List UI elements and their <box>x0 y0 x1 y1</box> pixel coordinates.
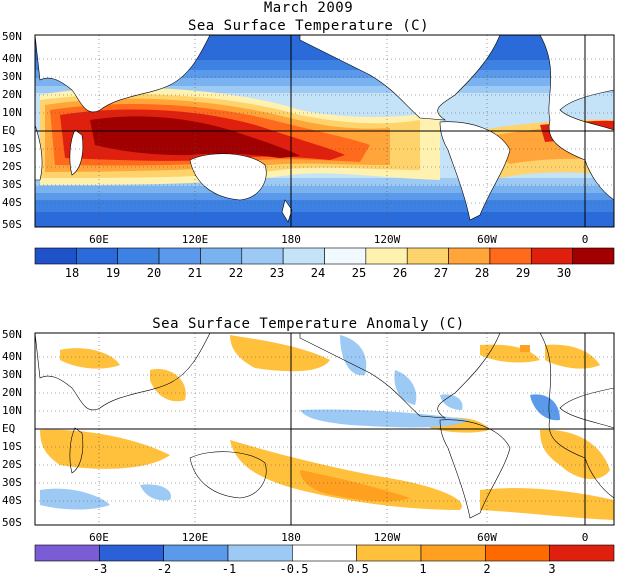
colorbar-label: 24 <box>311 266 325 280</box>
lon-label: 180 <box>281 233 301 246</box>
lat-label: 40N <box>2 52 22 65</box>
colorbar-swatch <box>241 247 284 265</box>
colorbar-swatch <box>420 544 486 562</box>
lat-label: 40S <box>2 196 22 209</box>
colorbar-label: 30 <box>557 266 571 280</box>
colorbar-label: 20 <box>147 266 161 280</box>
colorbar-swatch <box>34 544 100 562</box>
lon-label: 120E <box>182 531 209 544</box>
colorbar-swatch <box>99 544 164 562</box>
sst-map: 50N 40N 30N 20N 10N EQ 10S 20S 30S 40S 5… <box>2 30 615 280</box>
anomaly-colorbar-labels: -3 -2 -1 -0.5 0.5 1 2 3 <box>93 562 556 575</box>
lon-label: 60E <box>89 531 109 544</box>
colorbar-label: 23 <box>270 266 284 280</box>
colorbar-label: 26 <box>393 266 407 280</box>
sst-frame <box>34 34 615 228</box>
page-title: March 2009 <box>263 0 354 16</box>
colorbar-label: -1 <box>222 562 236 575</box>
sst-lon-labels: 60E 120E 180 120W 60W 0 <box>89 233 588 246</box>
colorbar-label: 21 <box>188 266 202 280</box>
colorbar-label: 19 <box>106 266 120 280</box>
anomaly-frame <box>34 332 615 526</box>
sst-map-title: Sea Surface Temperature (C) <box>187 18 430 34</box>
colorbar-swatch <box>406 247 449 265</box>
colorbar-label: -0.5 <box>280 562 309 575</box>
lat-label: 20N <box>2 88 22 101</box>
colorbar-swatch <box>485 544 550 562</box>
lon-label: 60W <box>477 233 497 246</box>
lat-label: 30N <box>2 70 22 83</box>
sst-colorbar <box>34 247 615 265</box>
lat-label: 20N <box>2 386 22 399</box>
colorbar-label: 25 <box>352 266 366 280</box>
colorbar-label: 18 <box>65 266 79 280</box>
colorbar-label: 2 <box>483 562 490 575</box>
lat-label: 10N <box>2 106 22 119</box>
lon-label: 0 <box>582 531 589 544</box>
colorbar-swatch <box>227 544 293 562</box>
anomaly-map-title: Sea Surface Temperature Anomaly (C) <box>152 316 465 332</box>
colorbar-swatch <box>200 247 243 265</box>
colorbar-label: -3 <box>93 562 107 575</box>
colorbar-label: 22 <box>229 266 243 280</box>
lat-label: 50N <box>2 30 22 43</box>
colorbar-swatch <box>158 247 201 265</box>
colorbar-swatch <box>282 247 325 265</box>
sst-colorbar-labels: 18 19 20 21 22 23 24 25 26 27 28 29 30 <box>65 266 571 280</box>
colorbar-swatch <box>356 544 422 562</box>
anomaly-map: 50N 40N 30N 20N 10N EQ 10S 20S 30S 40S 5… <box>2 328 615 575</box>
colorbar-swatch <box>76 247 119 265</box>
lat-label: 50S <box>2 516 22 529</box>
lat-label: 20S <box>2 160 22 173</box>
colorbar-swatch <box>572 247 615 265</box>
colorbar-swatch <box>292 544 357 562</box>
colorbar-swatch <box>489 247 532 265</box>
lon-label: 60W <box>477 531 497 544</box>
lon-label: 60E <box>89 233 109 246</box>
lat-label: 50N <box>2 328 22 341</box>
colorbar-label: 1 <box>419 562 426 575</box>
lat-label: 20S <box>2 458 22 471</box>
colorbar-swatch <box>324 247 367 265</box>
colorbar-label: 3 <box>548 562 555 575</box>
anomaly-lon-labels: 60E 120E 180 120W 60W 0 <box>89 531 588 544</box>
lat-label: 10N <box>2 404 22 417</box>
lat-label: 30N <box>2 368 22 381</box>
lat-label: EQ <box>2 422 15 435</box>
colorbar-swatch <box>163 544 229 562</box>
lat-label: 40N <box>2 350 22 363</box>
anomaly-lat-labels: 50N 40N 30N 20N 10N EQ 10S 20S 30S 40S 5… <box>2 328 22 529</box>
colorbar-label: 0.5 <box>347 562 369 575</box>
colorbar-swatch <box>117 247 160 265</box>
lat-label: EQ <box>2 124 15 137</box>
colorbar-label: -2 <box>157 562 171 575</box>
lon-label: 120W <box>374 233 401 246</box>
lon-label: 120E <box>182 233 209 246</box>
lat-label: 30S <box>2 476 22 489</box>
lon-label: 0 <box>582 233 589 246</box>
colorbar-swatch <box>530 247 573 265</box>
lon-label: 120W <box>374 531 401 544</box>
lat-label: 40S <box>2 494 22 507</box>
lat-label: 50S <box>2 218 22 231</box>
anomaly-grid <box>35 333 614 525</box>
lon-label: 180 <box>281 531 301 544</box>
colorbar-swatch <box>34 247 77 265</box>
anomaly-colorbar <box>34 544 615 562</box>
colorbar-label: 28 <box>475 266 489 280</box>
colorbar-swatch <box>549 544 615 562</box>
colorbar-label: 29 <box>516 266 530 280</box>
sst-lat-labels: 50N 40N 30N 20N 10N EQ 10S 20S 30S 40S 5… <box>2 30 22 231</box>
colorbar-swatch <box>365 247 408 265</box>
lat-label: 30S <box>2 178 22 191</box>
lat-label: 10S <box>2 440 22 453</box>
lat-label: 10S <box>2 142 22 155</box>
colorbar-label: 27 <box>434 266 448 280</box>
colorbar-swatch <box>448 247 491 265</box>
